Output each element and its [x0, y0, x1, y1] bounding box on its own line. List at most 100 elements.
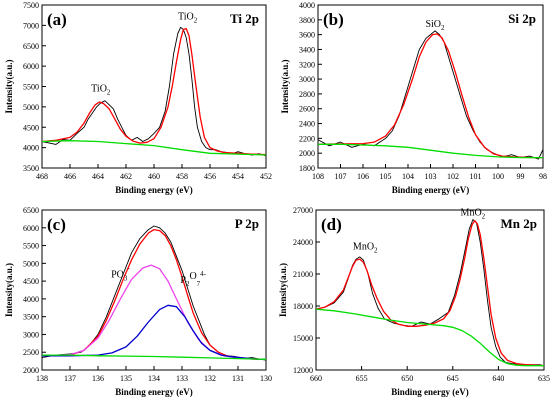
series-fit [42, 27, 266, 156]
x-tick-label: 456 [204, 172, 216, 181]
y-tick-label: 3200 [299, 60, 315, 69]
y-tick-label: 4000 [23, 144, 39, 153]
plot-frame [41, 209, 267, 371]
series-raw [42, 26, 266, 157]
y-tick-label: 2000 [299, 149, 315, 158]
y-tick-label: 21000 [293, 270, 313, 279]
series-raw [42, 225, 266, 361]
panel-title: P 2p [235, 216, 259, 231]
x-tick-label: 466 [64, 172, 76, 181]
series-background [42, 354, 266, 360]
series-background [316, 308, 544, 367]
peak-label: SiO2 [425, 19, 445, 32]
y-tick-label: 5000 [23, 259, 39, 268]
series-background [318, 143, 543, 159]
series-component [42, 304, 266, 360]
y-axis-label: Intensity(a.u.) [280, 59, 290, 113]
series-component [42, 264, 266, 360]
x-axis-label: Binding energy (eV) [392, 185, 470, 195]
y-tick-label: 2500 [23, 348, 39, 357]
peak-label: TiO2 [91, 83, 111, 96]
x-tick-label: 135 [120, 374, 132, 383]
x-tick-label: 640 [492, 374, 504, 383]
y-tick-label: 18000 [293, 302, 313, 311]
panel-label: (b) [323, 10, 344, 29]
panel-c: 138 137 136 135 134 133 132 131 130 2000 2500 3000 3… [4, 206, 272, 397]
y-tick-label: 5500 [23, 83, 39, 92]
x-tick-label: 660 [310, 374, 322, 383]
y-axis-label: Intensity(a.u.) [278, 263, 288, 317]
y-tick-label: 4000 [23, 295, 39, 304]
x-tick-label: 645 [447, 374, 459, 383]
panel-title: Mn 2p [501, 216, 537, 231]
plot-frame [41, 4, 267, 169]
x-tick-label: 134 [148, 374, 160, 383]
y-tick-label: 2000 [23, 366, 39, 375]
x-tick-label: 104 [402, 172, 414, 181]
series-background [42, 140, 266, 156]
peak-label: MnO2 [353, 241, 378, 254]
x-tick-label: 468 [36, 172, 48, 181]
series-group [42, 26, 266, 157]
x-tick-label: 101 [470, 172, 482, 181]
y-tick-label: 27000 [293, 206, 313, 215]
x-tick-label: 108 [312, 172, 324, 181]
series-group [318, 30, 543, 160]
y-tick-label: 12000 [293, 366, 313, 375]
x-tick-label: 100 [492, 172, 504, 181]
panel-b: 108 107 106 105 104 103 102 101 100 99 98 1800 2000 2… [280, 1, 547, 195]
x-tick-label: 452 [260, 172, 272, 181]
y-tick-label: 3000 [23, 330, 39, 339]
panel-label: (a) [47, 10, 67, 29]
x-tick-label: 107 [335, 172, 347, 181]
x-tick-label: 137 [64, 374, 76, 383]
x-tick-label: 138 [36, 374, 48, 383]
series-group [42, 225, 266, 361]
x-tick-label: 103 [425, 172, 437, 181]
y-tick-label: 3500 [23, 313, 39, 322]
y-tick-label: 3600 [299, 31, 315, 40]
x-tick-label: 458 [176, 172, 188, 181]
x-tick-label: 635 [538, 374, 550, 383]
y-tick-label: 6500 [23, 42, 39, 51]
y-axis-label: Intensity(a.u.) [4, 59, 14, 113]
x-tick-label: 130 [260, 374, 272, 383]
x-tick-label: 133 [176, 374, 188, 383]
x-axis-label: Binding energy (eV) [391, 387, 469, 397]
plot-frame [315, 209, 545, 371]
panel-title: Si 2p [508, 11, 536, 26]
panel-a: 468 466 464 462 460 458 456 454 452 3500 4000 4500 5… [4, 1, 272, 195]
x-tick-label: 105 [380, 172, 392, 181]
peak-label: P2O74- [180, 270, 206, 288]
series-group [316, 219, 544, 367]
y-tick-label: 7000 [23, 21, 39, 30]
x-tick-label: 106 [357, 172, 369, 181]
y-tick-label: 5000 [23, 103, 39, 112]
y-tick-label: 4500 [23, 277, 39, 286]
y-tick-label: 2400 [299, 120, 315, 129]
y-tick-label: 3800 [299, 16, 315, 25]
x-tick-label: 102 [447, 172, 459, 181]
y-tick-label: 3400 [299, 45, 315, 54]
y-tick-label: 3000 [299, 75, 315, 84]
x-tick-label: 98 [539, 172, 547, 181]
peak-label: PO3- [111, 265, 130, 283]
panel-label: (d) [321, 215, 342, 234]
x-tick-label: 460 [148, 172, 160, 181]
x-tick-label: 132 [204, 374, 216, 383]
y-axis-label: Intensity(a.u.) [4, 263, 14, 317]
y-tick-label: 2200 [299, 134, 315, 143]
x-tick-label: 655 [356, 374, 368, 383]
x-tick-label: 99 [517, 172, 525, 181]
y-tick-label: 24000 [293, 238, 313, 247]
series-fit [42, 228, 266, 360]
y-tick-label: 4000 [299, 1, 315, 10]
y-tick-label: 5500 [23, 242, 39, 251]
panel-title: Ti 2p [230, 11, 259, 26]
y-tick-label: 7500 [23, 1, 39, 10]
y-tick-label: 6500 [23, 206, 39, 215]
series-fit [318, 33, 543, 159]
series-raw [316, 219, 544, 367]
series-raw [318, 30, 543, 160]
peak-label: MnO2 [461, 207, 486, 220]
